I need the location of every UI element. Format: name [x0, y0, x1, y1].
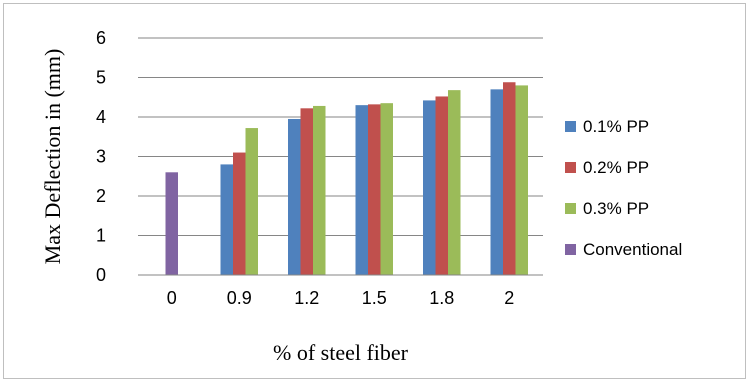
legend-label: 0.1% PP: [583, 117, 649, 136]
bar-0-3-pp-1-5: [380, 103, 393, 275]
bar-0-1-pp-0-9: [220, 164, 233, 275]
bar-0-2-pp-0-9: [233, 152, 246, 275]
bar-0-3-pp-0-9: [245, 128, 258, 275]
legend-label: 0.2% PP: [583, 158, 649, 177]
bar-0-3-pp-2: [515, 85, 528, 276]
y-tick-label: 5: [96, 68, 106, 88]
x-axis-title: % of steel fiber: [273, 340, 409, 365]
x-tick-label: 1.2: [294, 288, 319, 308]
bar-0-2-pp-2: [503, 82, 516, 276]
x-axis-ticks: 0 0.9 1.2 1.5 1.8 2: [167, 288, 515, 308]
x-tick-label: 1.5: [362, 288, 387, 308]
bar-conventional-0: [165, 172, 178, 275]
legend-label: Conventional: [583, 240, 682, 259]
y-tick-label: 2: [96, 186, 106, 206]
legend: 0.1% PP 0.2% PP 0.3% PP Conventional: [565, 117, 682, 259]
legend-swatch: [565, 121, 576, 132]
y-tick-label: 4: [96, 107, 106, 127]
bar-0-3-pp-1-2: [313, 105, 326, 275]
bar-0-3-pp-1-8: [448, 90, 461, 275]
bar-0-1-pp-1-8: [423, 100, 436, 275]
x-tick-label: 0: [167, 288, 177, 308]
bar-0-1-pp-2: [490, 89, 503, 275]
bar-0-2-pp-1-8: [435, 96, 448, 276]
y-tick-label: 0: [96, 265, 106, 285]
bar-0-1-pp-1-2: [288, 118, 301, 275]
legend-swatch: [565, 162, 576, 173]
y-axis-ticks: 0 1 2 3 4 5 6: [96, 28, 106, 285]
y-tick-label: 1: [96, 226, 106, 246]
x-tick-label: 0.9: [227, 288, 252, 308]
y-axis-title: Max Deflection in (mm): [40, 49, 65, 265]
gridlines: [138, 37, 543, 236]
y-tick-label: 6: [96, 28, 106, 48]
bar-0-1-pp-1-5: [355, 105, 368, 276]
bars: [165, 82, 528, 276]
bar-0-2-pp-1-2: [300, 108, 313, 275]
y-tick-label: 3: [96, 147, 106, 167]
legend-swatch: [565, 203, 576, 214]
legend-label: 0.3% PP: [583, 199, 649, 218]
x-tick-label: 1.8: [429, 288, 454, 308]
legend-swatch: [565, 244, 576, 255]
x-tick-label: 2: [504, 288, 514, 308]
bar-0-2-pp-1-5: [368, 104, 381, 275]
